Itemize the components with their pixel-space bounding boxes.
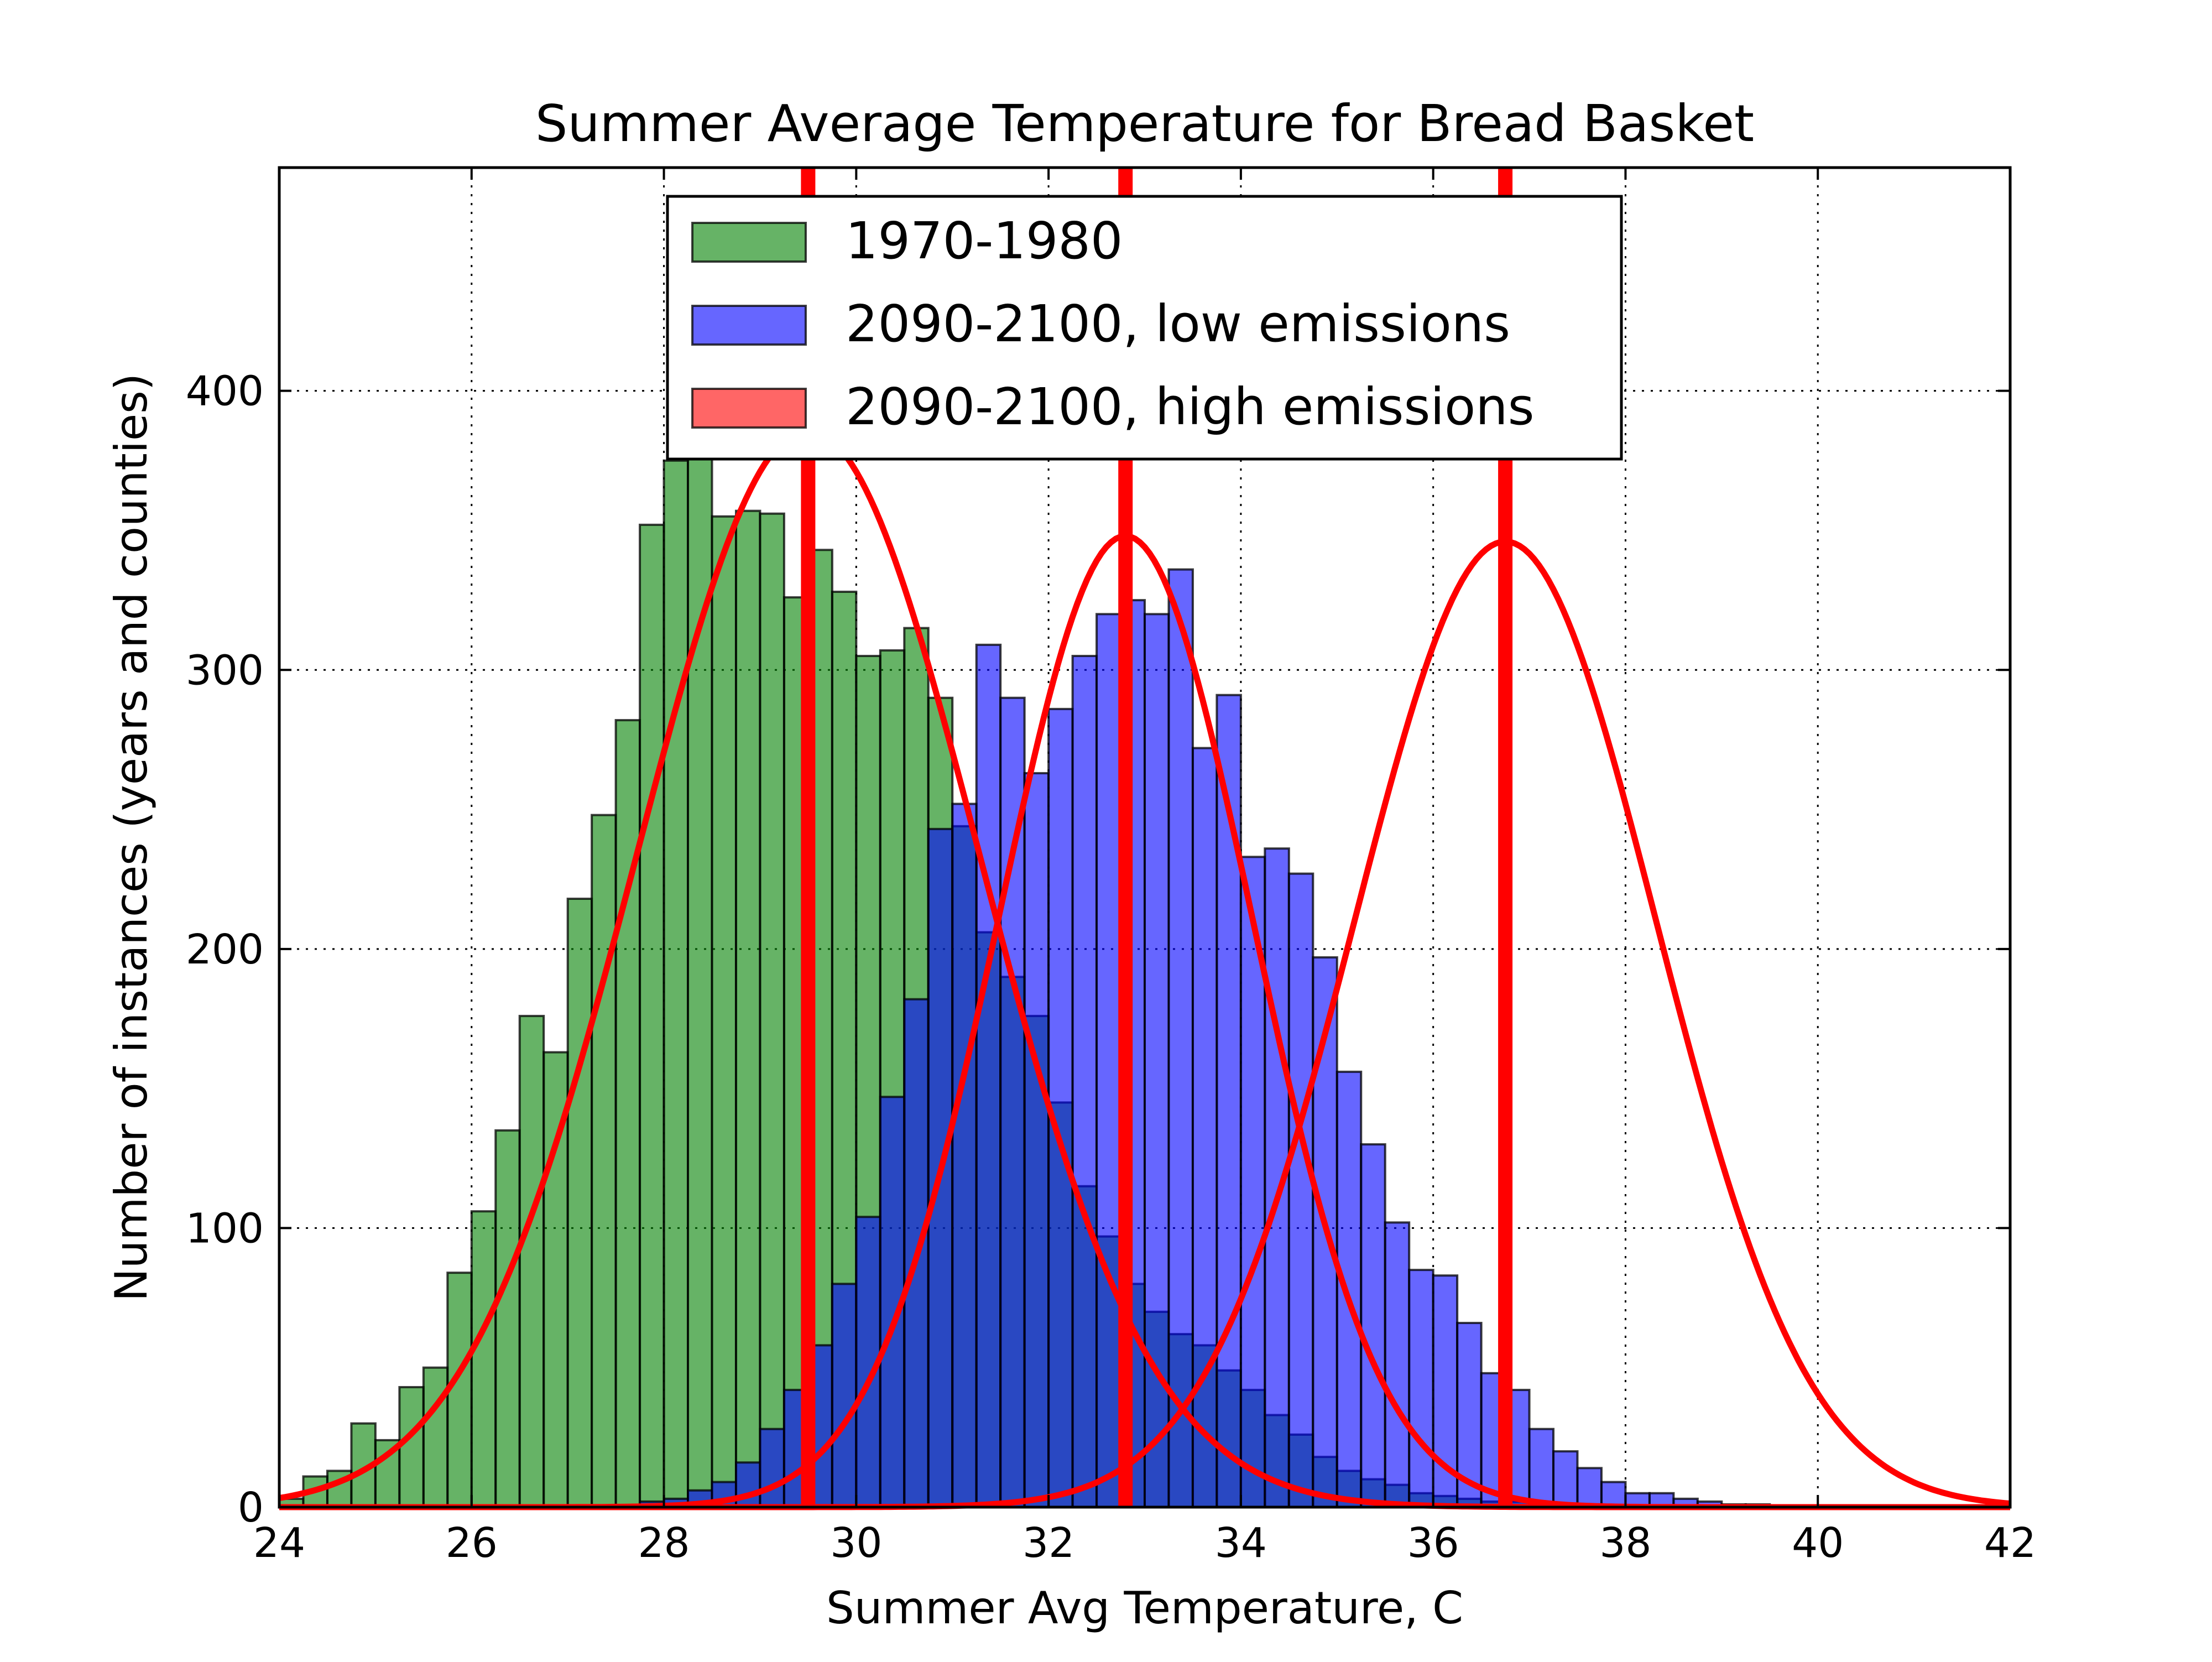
histogram-bar (1360, 1143, 1386, 1509)
histogram-bar (1167, 568, 1194, 1508)
x-axis-label: Summer Avg Temperature, C (826, 1582, 1463, 1634)
histogram-bar (1191, 747, 1218, 1508)
histogram-bar (470, 1210, 497, 1508)
x-tick-label: 24 (253, 1519, 305, 1567)
plot-frame (278, 166, 2012, 1509)
legend-swatch (691, 305, 807, 346)
x-tick-label: 32 (1022, 1519, 1074, 1567)
y-tick-label: 300 (186, 647, 264, 694)
histogram-bar (951, 803, 978, 1508)
legend-swatch (691, 222, 807, 263)
histogram-bar (1335, 1070, 1363, 1508)
histogram-bar (518, 1014, 545, 1508)
x-tick-label: 40 (1792, 1519, 1844, 1567)
histogram-bar (734, 509, 761, 1509)
histogram-bar (759, 1427, 785, 1508)
histogram-bar (398, 1386, 425, 1508)
y-tick-label: 400 (186, 368, 264, 415)
histogram-bar (1287, 872, 1314, 1508)
histogram-bar (711, 515, 737, 1509)
histogram-bar (975, 643, 1002, 1508)
histogram-bar (1071, 655, 1098, 1508)
x-tick-label: 42 (1984, 1519, 2036, 1567)
y-axis-label: Number of instances (years and counties) (106, 373, 157, 1301)
histogram-bar (1384, 1221, 1411, 1508)
histogram-bar (591, 814, 617, 1508)
histogram-bar (614, 719, 641, 1508)
y-tick-label: 200 (186, 926, 264, 973)
legend-label: 1970-1980 (846, 211, 1123, 270)
histogram-bar (566, 898, 593, 1508)
histogram-bar (831, 1283, 858, 1508)
histogram-bar (1023, 772, 1050, 1508)
histogram-bar (639, 523, 665, 1508)
histogram-bar (422, 1366, 449, 1508)
histogram-bar (1408, 1269, 1434, 1509)
histogram-bar (1095, 613, 1122, 1508)
legend-label: 2090-2100, high emissions (846, 377, 1535, 436)
axis-ticks: 24 26 28 30 32 34 36 38 40 42 0 100 200 300 400 (186, 168, 2036, 1567)
y-tick-label: 100 (186, 1205, 264, 1252)
histogram-bar (759, 512, 785, 1508)
histogram-bar (494, 1129, 521, 1508)
legend-box (666, 195, 1623, 461)
y-tick-label: 0 (238, 1484, 264, 1531)
x-tick-label: 34 (1215, 1519, 1267, 1567)
histogram-bar (1576, 1467, 1603, 1509)
histogram-bar (1600, 1481, 1627, 1508)
histogram-bar (687, 451, 713, 1508)
histogram-bar (1552, 1450, 1579, 1508)
x-tick-label: 36 (1407, 1519, 1459, 1567)
x-tick-label: 28 (638, 1519, 690, 1567)
x-tick-label: 30 (830, 1519, 882, 1567)
x-tick-label: 38 (1599, 1519, 1651, 1567)
chart-title: Summer Average Temperature for Bread Bas… (535, 94, 1754, 153)
legend-label: 2090-2100, low emissions (846, 294, 1510, 353)
legend-swatch (691, 388, 807, 429)
legend: 1970-1980 2090-2100, low emissions 2090-21… (666, 195, 1623, 461)
x-tick-label: 26 (446, 1519, 498, 1567)
histogram-bar (1528, 1427, 1555, 1508)
histogram-bar (662, 459, 690, 1508)
